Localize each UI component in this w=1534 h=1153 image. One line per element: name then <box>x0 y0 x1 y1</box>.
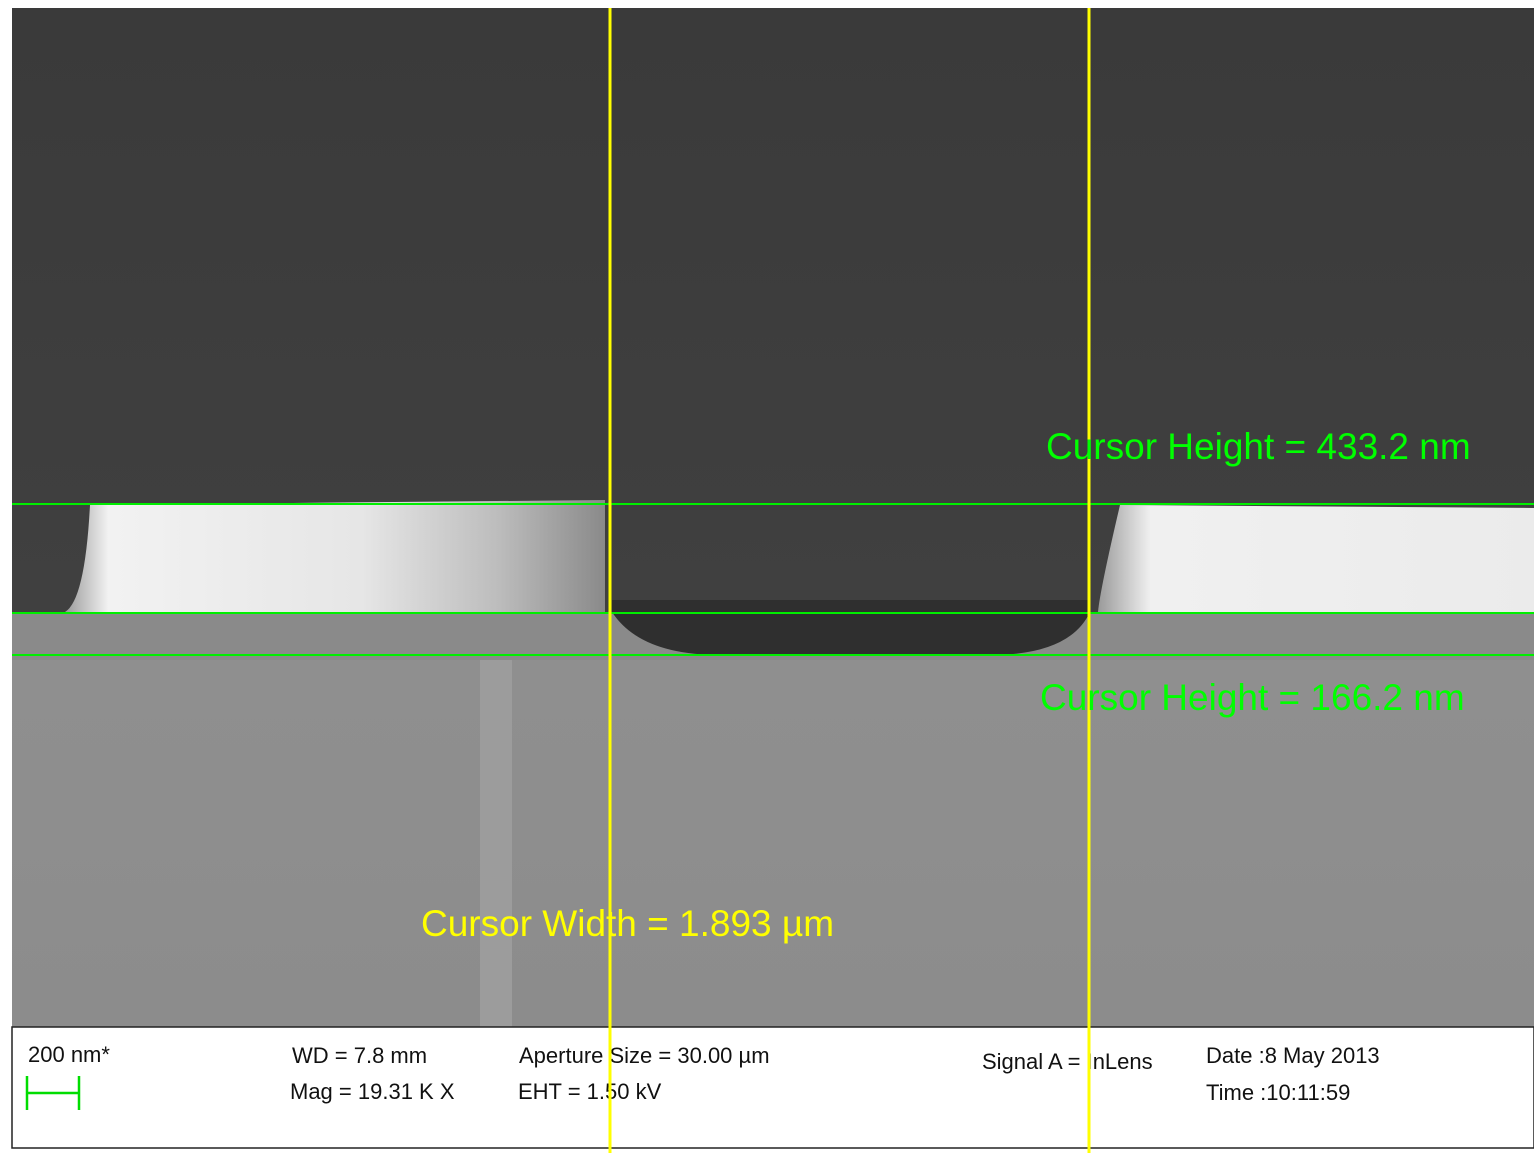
block-right <box>1098 505 1534 612</box>
height-label: Cursor Height = 166.2 nm <box>1040 677 1465 718</box>
wd: WD = 7.8 mm <box>292 1043 427 1068</box>
height-label: Cursor Height = 433.2 nm <box>1046 426 1471 467</box>
aperture: Aperture Size = 30.00 µm <box>519 1043 770 1068</box>
scale-label: 200 nm* <box>28 1042 110 1067</box>
eht: EHT = 1.50 kV <box>518 1079 662 1104</box>
block-left <box>65 500 605 612</box>
signal: Signal A = InLens <box>982 1049 1153 1074</box>
stripe <box>480 660 512 1028</box>
page: 200 nm* WD = 7.8 mm Mag = 19.31 K X Aper… <box>0 0 1534 1153</box>
info-bar: 200 nm* WD = 7.8 mm Mag = 19.31 K X Aper… <box>12 1027 1534 1148</box>
sem-screenshot: 200 nm* WD = 7.8 mm Mag = 19.31 K X Aper… <box>0 0 1534 1153</box>
micrograph <box>12 8 1534 1028</box>
time: Time :10:11:59 <box>1206 1080 1350 1105</box>
width-label: Cursor Width = 1.893 µm <box>421 903 834 944</box>
mag: Mag = 19.31 K X <box>290 1079 455 1104</box>
date: Date :8 May 2013 <box>1206 1043 1380 1068</box>
trench <box>612 600 1090 655</box>
